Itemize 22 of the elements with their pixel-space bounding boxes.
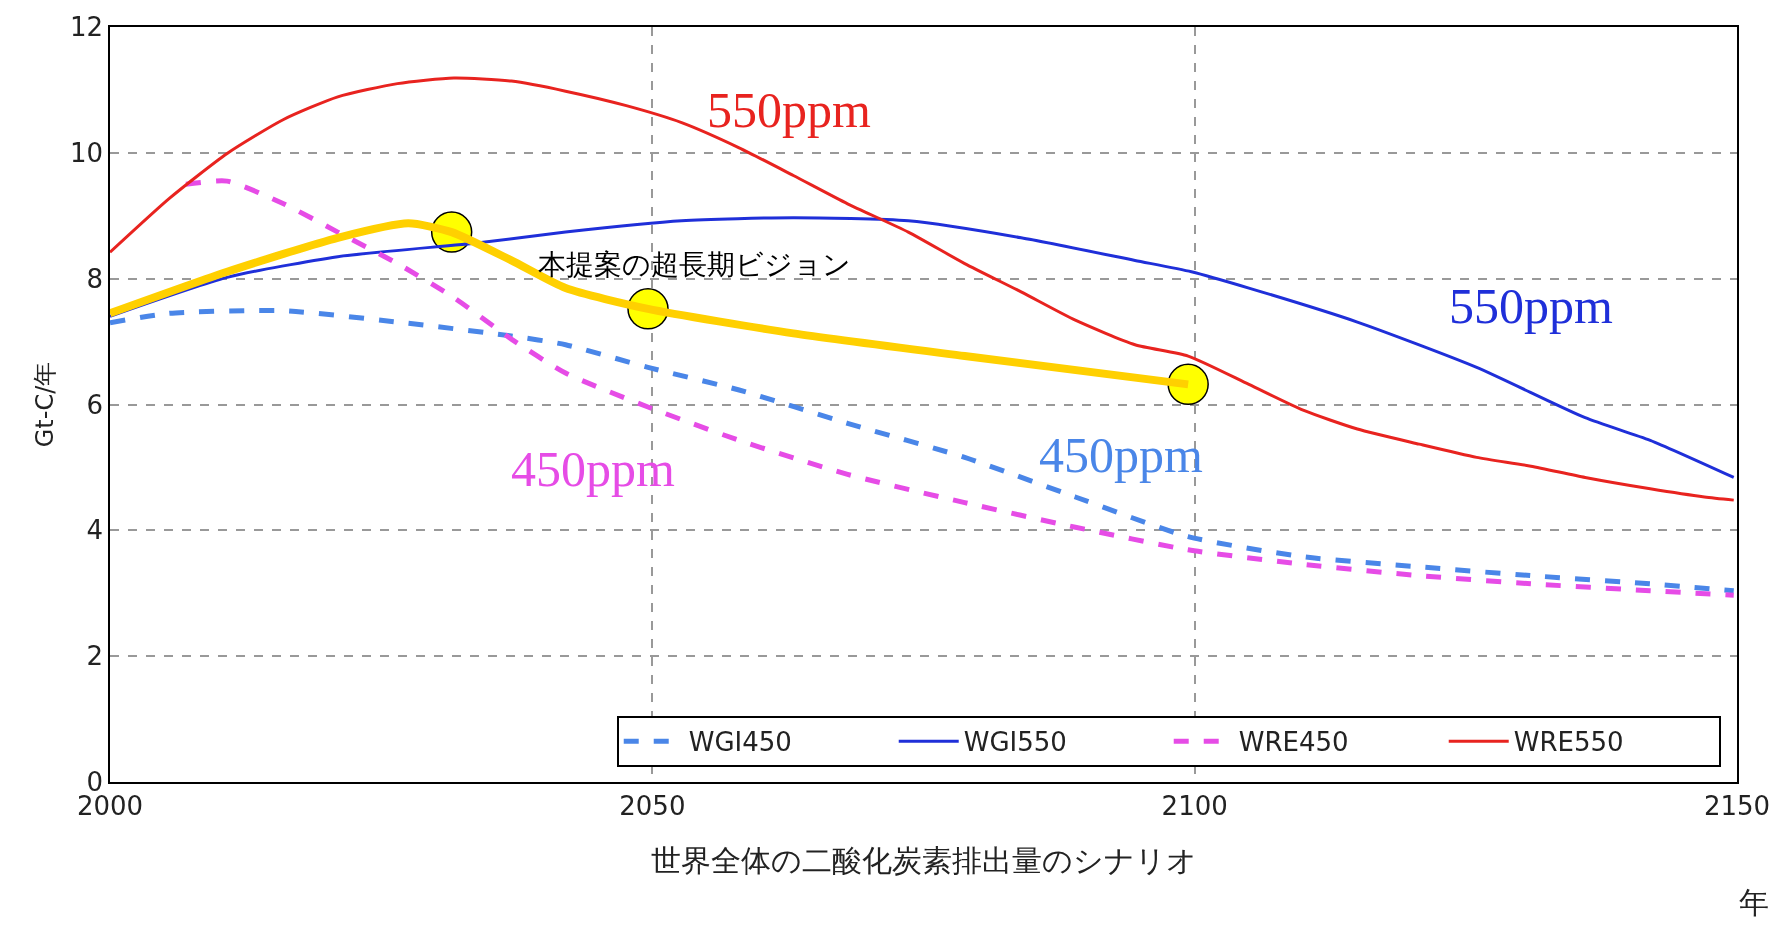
annotation: 450ppm: [511, 441, 675, 497]
legend-label: WGI450: [688, 727, 792, 758]
annotation: 本提案の超長期ビジョン: [538, 248, 851, 281]
annotation: 550ppm: [1449, 278, 1613, 334]
x-tick-label: 2050: [619, 790, 686, 821]
legend-label: WRE550: [1513, 727, 1624, 758]
y-tick-label: 10: [69, 137, 104, 168]
y-tick-label: 12: [69, 12, 104, 43]
legend-label: WRE450: [1238, 727, 1349, 758]
line-series: [110, 76, 1736, 502]
x-axis-title: 世界全体の二酸化炭素排出量のシナリオ: [650, 842, 1197, 878]
annotation: 550ppm: [707, 82, 871, 138]
text: 年: [1739, 885, 1769, 920]
y-axis-title: Gt-C/年: [30, 361, 59, 448]
y-tick-label: 4: [86, 515, 104, 546]
x-tick-label: 2100: [1161, 790, 1228, 821]
y-tick-label: 6: [86, 389, 104, 420]
y-tick-label: 2: [86, 641, 104, 672]
legend-label: WGI550: [963, 727, 1067, 758]
x-tick-label: 2150: [1703, 790, 1771, 821]
y-tick-label: 8: [86, 263, 104, 294]
annotation: 450ppm: [1039, 427, 1203, 483]
